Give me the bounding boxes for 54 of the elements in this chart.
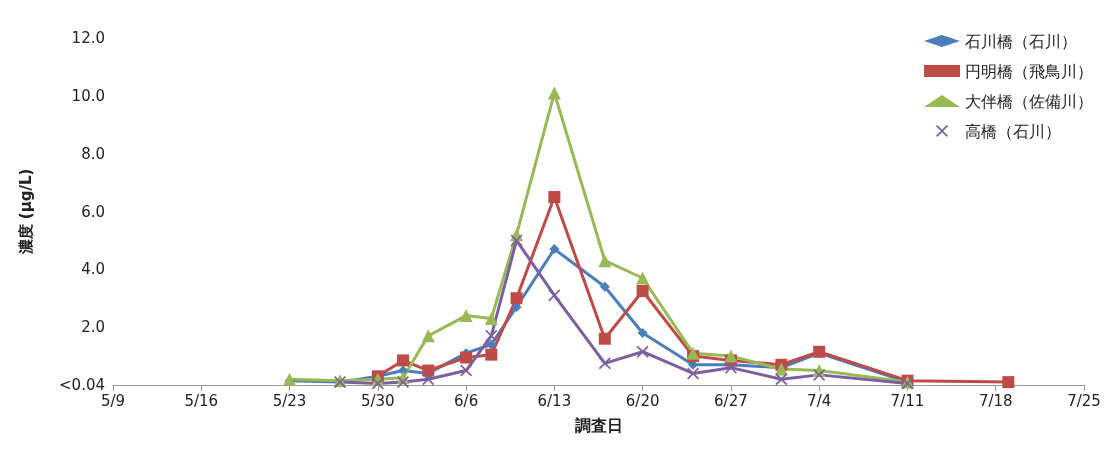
x-tick-label: 7/4 [807, 391, 832, 410]
x-tick-label: 5/30 [360, 391, 395, 410]
legend-label: 円明橋（飛鳥川） [965, 61, 1093, 81]
point [549, 244, 560, 255]
point [422, 373, 435, 386]
point [775, 373, 788, 386]
legend-label: 大伴橋（佐備川） [965, 91, 1093, 111]
y-tick-label: <0.04 [59, 376, 105, 394]
point [636, 285, 649, 298]
point [397, 354, 410, 367]
x-tick-label: 7/11 [890, 391, 925, 410]
legend-label: 高橋（石川） [965, 121, 1061, 141]
point [459, 309, 473, 323]
y-tick-label: 10.0 [71, 86, 105, 105]
point [421, 329, 435, 343]
point [724, 349, 738, 363]
point [485, 329, 498, 342]
x-tick-label: 7/25 [1067, 391, 1101, 410]
y-tick-label: 12.0 [71, 29, 105, 47]
point [548, 191, 561, 204]
legend-label: 石川橋（石川） [965, 31, 1077, 51]
y-tick-label: 6.0 [81, 202, 105, 221]
y-axis-title: 濃度 (μg/L) [16, 168, 35, 256]
x-tick-label: 6/6 [454, 391, 479, 410]
point [598, 357, 611, 370]
point [397, 376, 410, 389]
point [510, 234, 523, 247]
x-tick-label: 5/9 [100, 391, 126, 410]
point [637, 327, 648, 338]
point [636, 345, 649, 358]
x-tick-label: 7/18 [978, 391, 1013, 410]
point [460, 351, 473, 364]
point [599, 281, 610, 292]
point [1002, 376, 1015, 389]
point [485, 348, 498, 361]
point [686, 346, 700, 360]
point [484, 311, 498, 325]
x-tick-label: 5/23 [272, 391, 307, 410]
point [548, 289, 561, 302]
x-tick-label: 6/20 [625, 391, 660, 410]
point [486, 339, 497, 350]
x-tick-label: 5/16 [184, 391, 219, 410]
y-tick-label: 8.0 [81, 144, 105, 163]
y-tick-label: 4.0 [81, 260, 105, 279]
x-tick-label: 6/13 [537, 391, 572, 410]
point [510, 292, 523, 305]
point [598, 254, 612, 268]
point [547, 86, 561, 100]
x-axis-title: 調査日 [574, 415, 623, 435]
point [813, 368, 826, 381]
y-tick-label: 2.0 [81, 318, 105, 337]
x-tick-label: 6/27 [714, 391, 748, 410]
point [636, 271, 650, 285]
point [598, 332, 611, 345]
